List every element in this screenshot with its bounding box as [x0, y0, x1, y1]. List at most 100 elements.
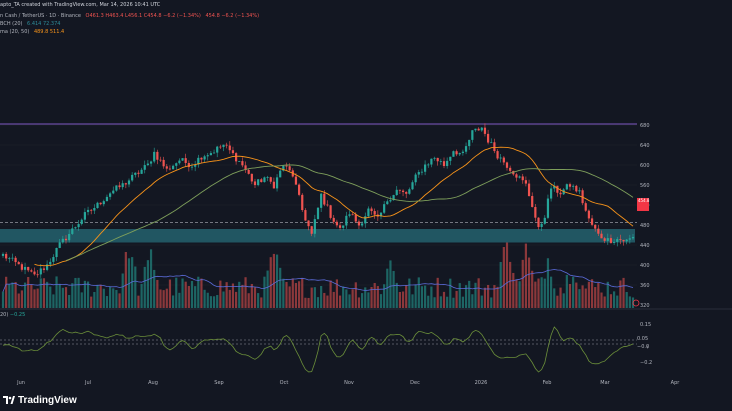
candle — [42, 266, 46, 273]
volume-bar — [307, 297, 310, 308]
volume-bar — [282, 278, 285, 308]
volume-bar — [427, 295, 430, 308]
volume-bar — [613, 291, 616, 308]
osc-value: −0.25 — [9, 312, 26, 318]
candle — [90, 209, 93, 215]
volume-bar — [468, 280, 471, 308]
candle — [449, 156, 452, 166]
candle — [222, 144, 225, 152]
bb-legend[interactable]: BCH (20) 6.414 72.374 — [0, 21, 63, 27]
volume-bar — [609, 294, 613, 308]
candle — [241, 157, 244, 168]
candle — [329, 204, 332, 220]
candle — [568, 182, 572, 191]
oscillator-legend[interactable]: 20) −0.25 — [0, 312, 25, 318]
volume-bar — [17, 293, 20, 308]
volume-bar — [36, 288, 39, 308]
price-chart[interactable]: 680640600560520480440400360320 0.150.0−0… — [0, 0, 732, 389]
volume-bar — [452, 297, 455, 308]
volume-bar — [77, 277, 80, 308]
volume-bar — [401, 291, 405, 308]
volume-bar — [342, 286, 345, 308]
chart-caption: apto_TA created with TradingView.com, Ma… — [0, 2, 161, 8]
volume-bar — [512, 272, 515, 308]
volume-bar — [487, 284, 490, 308]
volume-bar — [27, 276, 30, 308]
volume-bar — [105, 296, 109, 308]
volume-bar — [140, 283, 143, 308]
candle — [606, 233, 609, 245]
volume-bar — [515, 279, 518, 308]
candle — [93, 204, 96, 215]
candle — [505, 161, 509, 171]
candle — [572, 184, 575, 190]
volume-bar — [603, 296, 606, 308]
candle — [27, 266, 30, 273]
volume-bar — [449, 278, 452, 308]
candle — [279, 168, 282, 178]
volume-bar — [559, 287, 562, 308]
candle — [30, 268, 33, 273]
candle — [269, 176, 272, 184]
volume-bar — [316, 297, 320, 308]
symbol-legend[interactable]: n Cash / TetherUS · 1D · Binance O461.3 … — [0, 13, 262, 19]
volume-bar — [354, 282, 357, 308]
candle — [115, 185, 118, 192]
candle — [64, 235, 68, 244]
volume-bar — [628, 296, 631, 308]
candle — [370, 206, 373, 215]
candle — [181, 158, 184, 162]
volume-bar — [291, 278, 294, 308]
volume-bar — [39, 278, 42, 308]
volume-bar — [345, 289, 348, 308]
volume-bar — [373, 282, 376, 308]
candles — [1, 123, 635, 278]
time-tick-label: Sep — [214, 380, 223, 386]
volume-bar — [565, 274, 568, 308]
volume-bar — [527, 257, 531, 308]
oscillator-line — [2, 326, 634, 373]
candle — [609, 234, 613, 244]
time-tick-label: Mar — [600, 380, 610, 386]
candle — [112, 186, 115, 195]
candle — [247, 168, 250, 175]
candle — [487, 129, 490, 145]
volume-bar — [439, 296, 442, 308]
volume-bar — [477, 278, 480, 308]
volume-bar — [430, 286, 433, 308]
ma-values: 489.8 511.4 — [33, 29, 65, 35]
candle — [52, 254, 55, 265]
volume-bar — [398, 291, 401, 308]
candle — [184, 153, 187, 167]
candle — [172, 164, 175, 170]
candle — [603, 236, 606, 244]
time-tick-label: Oct — [280, 380, 289, 386]
candle — [405, 191, 408, 199]
volume-bar — [590, 279, 594, 308]
candle — [389, 196, 392, 203]
volume-bar — [304, 297, 307, 308]
candle — [80, 218, 83, 226]
volume-bar — [219, 280, 222, 308]
volume-bar — [578, 289, 581, 308]
time-tick-label: Apr — [671, 380, 681, 386]
volume-bar — [162, 290, 165, 308]
time-tick-label: 2026 — [475, 380, 488, 386]
candle — [298, 183, 301, 197]
volume-bar — [187, 286, 190, 308]
candle — [383, 200, 386, 215]
candle — [257, 178, 260, 187]
candle — [131, 172, 134, 182]
volume-bar — [414, 284, 417, 308]
ohlc-values: O461.3 H463.4 L456.1 C454.8 −6.2 (−1.34%… — [85, 13, 201, 19]
candle — [86, 206, 90, 216]
volume-bar — [442, 291, 446, 308]
volume-bar — [379, 294, 383, 308]
volume-bar — [568, 283, 572, 308]
candle — [587, 209, 590, 223]
candle — [483, 123, 487, 137]
ma-legend[interactable]: ma (20, 50) 489.8 511.4 — [0, 29, 67, 35]
volume-bar — [288, 286, 291, 308]
candle — [622, 239, 625, 246]
candle — [392, 194, 395, 201]
